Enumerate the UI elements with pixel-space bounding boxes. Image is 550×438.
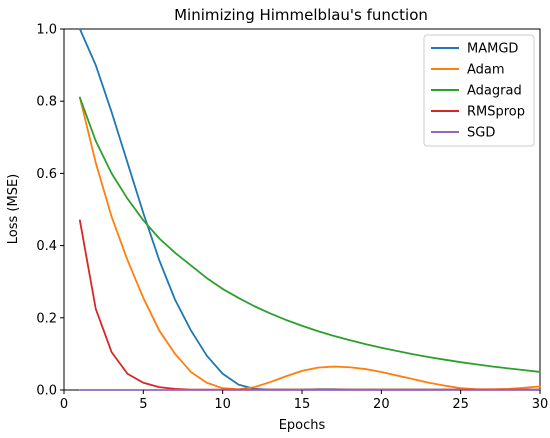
series-line-adagrad: [78, 96, 541, 373]
x-tick-label: 25: [452, 397, 469, 412]
x-tick-label: 5: [139, 397, 147, 412]
legend-label-sgd: SGD: [467, 126, 495, 141]
y-tick-label: 0.8: [36, 95, 57, 110]
y-axis-ticks: 0.0 0.2 0.4 0.6 0.8 1.0: [36, 23, 64, 399]
x-axis-ticks: 0 5 10 15 20 25 30: [60, 390, 548, 412]
x-tick-label: 10: [214, 397, 231, 412]
x-tick-label: 0: [60, 397, 68, 412]
legend: MAMGD Adam Adagrad RMSprop SGD: [423, 34, 535, 147]
legend-label-adam: Adam: [467, 63, 505, 78]
x-axis-label: Epochs: [279, 418, 326, 433]
x-tick-label: 30: [532, 397, 549, 412]
series-layer: [78, 28, 541, 391]
x-tick-label: 20: [373, 397, 390, 412]
legend-label-adagrad: Adagrad: [467, 84, 522, 99]
legend-label-mamgd: MAMGD: [467, 42, 518, 57]
y-tick-label: 0.4: [36, 239, 57, 254]
plot-area: 0 5 10 15 20 25 30 0.0 0.2 0.4 0.6 0.8 1.0: [36, 23, 548, 413]
legend-box: [423, 34, 535, 147]
y-tick-label: 1.0: [36, 23, 57, 38]
y-tick-label: 0.0: [36, 384, 57, 399]
legend-label-rmsprop: RMSprop: [467, 105, 525, 120]
series-line-adam: [78, 96, 541, 391]
x-tick-label: 15: [294, 397, 311, 412]
y-tick-label: 0.6: [36, 167, 57, 182]
y-tick-label: 0.2: [36, 311, 57, 326]
y-axis-label: Loss (MSE): [6, 174, 21, 244]
chart-title: Minimizing Himmelblau's function: [174, 6, 428, 24]
